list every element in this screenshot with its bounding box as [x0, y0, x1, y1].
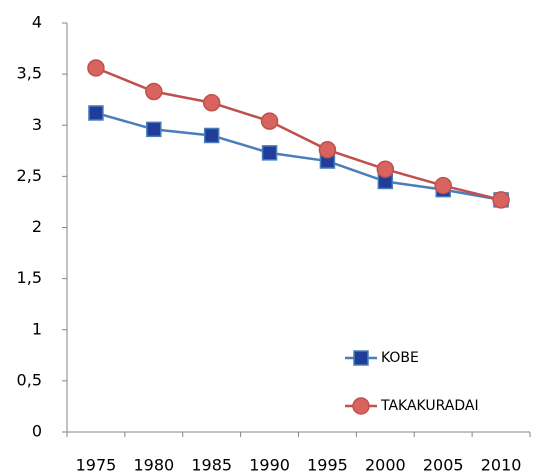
y-tick-label: 0,5: [17, 370, 42, 389]
x-tick-label: 1975: [76, 456, 117, 475]
legend-marker: [352, 397, 370, 415]
x-tick-label: 2000: [365, 456, 406, 475]
data-point: [87, 59, 105, 77]
data-point: [492, 191, 510, 209]
data-point: [203, 127, 220, 144]
series-line: [95, 66, 502, 202]
data-point: [146, 121, 162, 138]
y-tick-label: 3,5: [17, 64, 42, 83]
x-tick-label: 1980: [133, 456, 174, 475]
y-tick-label: 2,5: [17, 166, 42, 185]
data-point: [202, 94, 221, 112]
data-point: [88, 105, 104, 121]
x-tick-label: 2005: [423, 456, 464, 475]
data-point: [318, 141, 337, 159]
x-tick-label: 1990: [249, 456, 290, 475]
x-tick-label: 1985: [191, 456, 232, 475]
legend-label: TAKAKURADAI: [380, 398, 479, 414]
data-point: [434, 176, 452, 195]
data-point: [376, 160, 395, 178]
data-point: [260, 112, 279, 130]
y-tick-label: 1,5: [17, 268, 42, 287]
y-tick-label: 3: [32, 115, 42, 134]
y-tick-label: 0: [32, 422, 42, 441]
data-point: [145, 82, 163, 101]
series-line: [95, 111, 502, 202]
y-tick-label: 1: [32, 319, 42, 338]
legend-marker: [353, 350, 369, 366]
y-tick-label: 2: [32, 217, 42, 236]
x-tick-label: 1995: [307, 456, 348, 475]
legend-label: KOBE: [381, 350, 419, 366]
y-tick-label: 4: [32, 13, 42, 32]
data-point: [261, 145, 278, 161]
x-tick-label: 2010: [481, 456, 522, 475]
